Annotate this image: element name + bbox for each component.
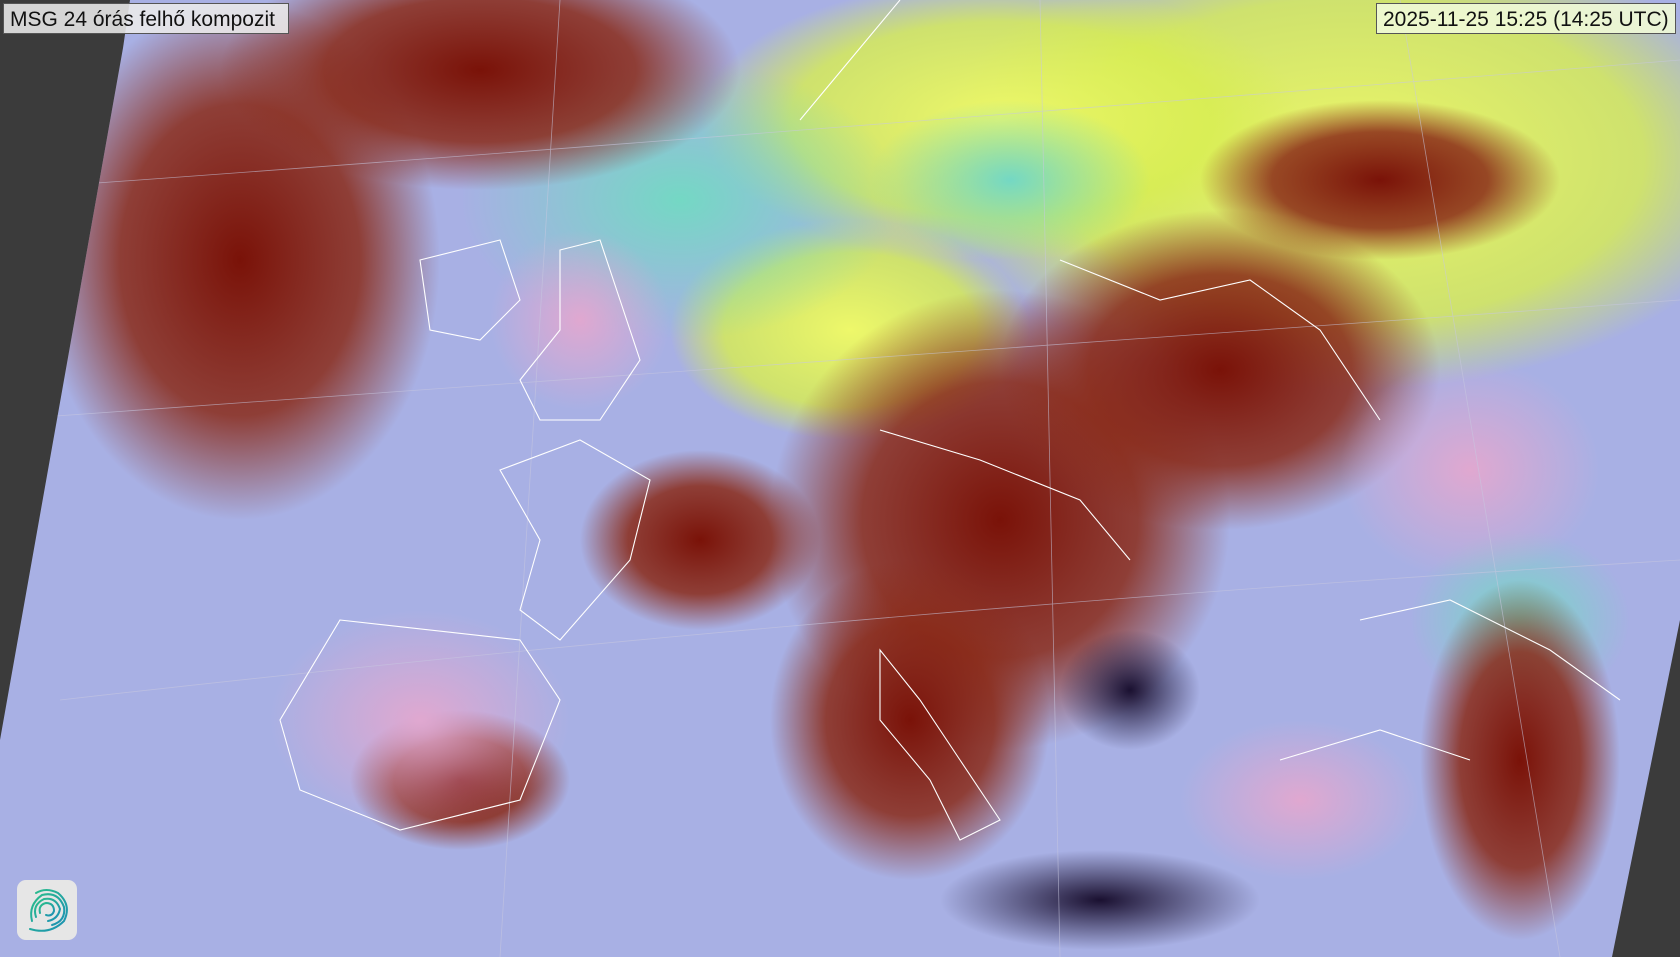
swirl-logo-icon[interactable] [17,880,77,940]
timestamp: 2025-11-25 15:25 (14:25 UTC) [1376,3,1676,34]
product-title: MSG 24 órás felhő kompozit [3,3,289,34]
